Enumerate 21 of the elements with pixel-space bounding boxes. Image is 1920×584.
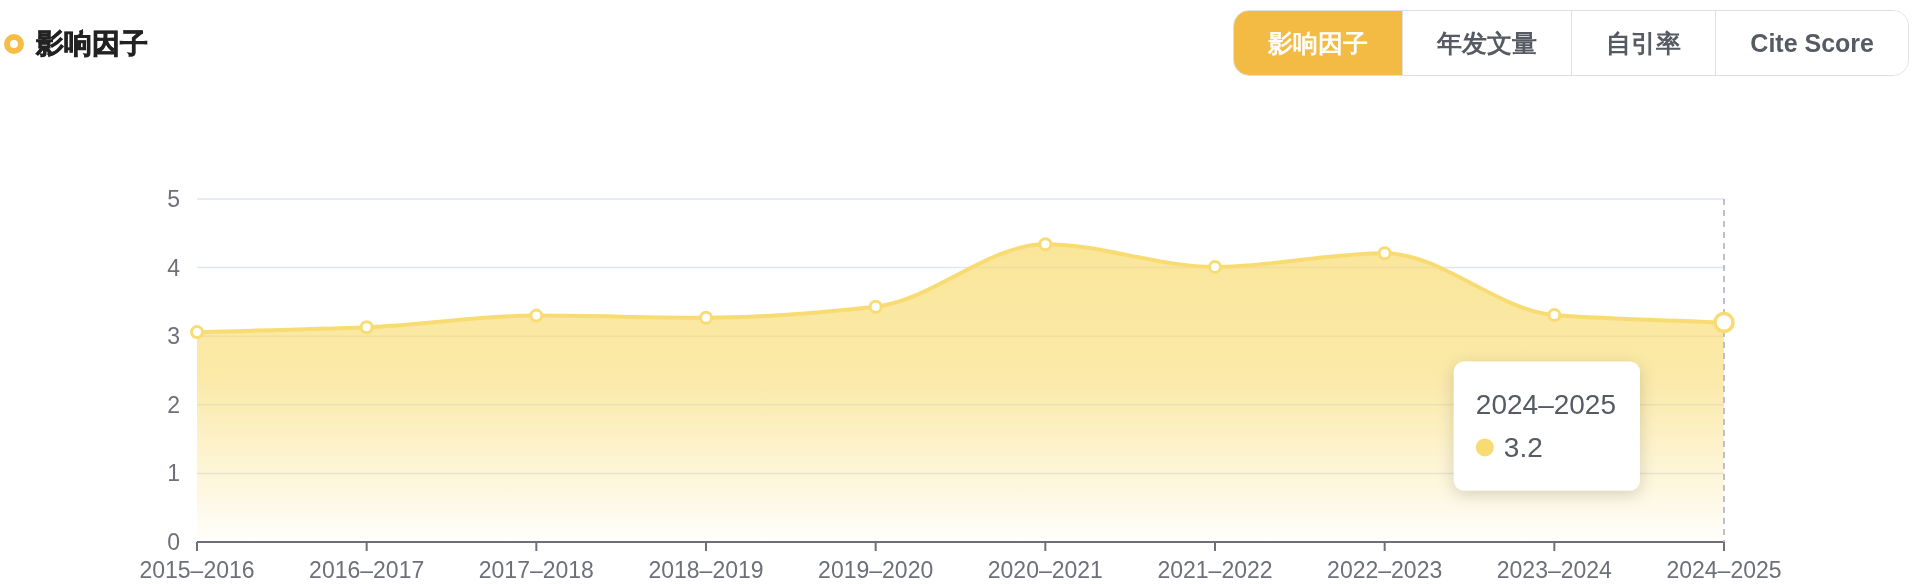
- x-tick-label: 2021–2022: [1157, 557, 1273, 583]
- y-tick-label: 2: [167, 391, 180, 418]
- tab: Cite Score: [1715, 11, 1908, 75]
- tab: 影响因子: [1234, 11, 1403, 75]
- x-tick-label: 2020–2021: [987, 557, 1103, 583]
- x-tick-label: 2019–2020: [818, 557, 934, 583]
- tooltip-header: 2024–2025: [1475, 389, 1616, 420]
- y-tick-label: 5: [167, 186, 180, 212]
- x-tick-label: 2023–2024: [1496, 557, 1612, 583]
- title: 影响因子: [36, 27, 148, 61]
- x-tick-label: 2022–2023: [1327, 557, 1443, 583]
- y-tick-label: 1: [167, 460, 180, 487]
- x-tick-label: 2016–2017: [309, 557, 425, 583]
- x-tick-label: 2018–2019: [648, 557, 764, 583]
- x-tick-label: 2015–2016: [139, 557, 255, 583]
- tooltip-value: 3.2: [1503, 432, 1543, 463]
- y-tick-label: 0: [167, 529, 180, 555]
- x-tick-label: 2017–2018: [478, 557, 594, 583]
- y-tick-label: 3: [167, 323, 180, 350]
- y-tick-label: 4: [167, 254, 180, 281]
- x-tick-label: 2024–2025: [1666, 557, 1782, 583]
